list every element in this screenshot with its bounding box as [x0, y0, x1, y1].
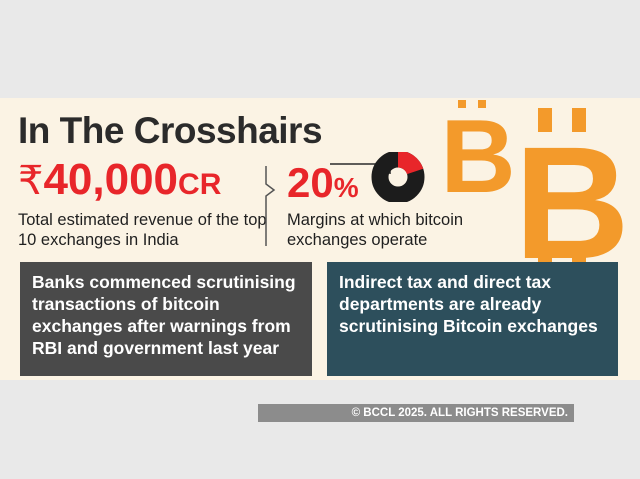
- info-box-tax: Indirect tax and direct tax departments …: [327, 262, 618, 376]
- margin-value: 20: [287, 159, 334, 206]
- infographic: B B In The Crosshairs ₹40,000CR Total es…: [0, 98, 640, 380]
- margin-unit: %: [333, 172, 359, 203]
- margin-figure: 20%: [287, 162, 359, 204]
- bitcoin-large-icon: B: [514, 108, 630, 268]
- info-box-banks: Banks commenced scrutinising transaction…: [20, 262, 312, 376]
- rupee-symbol: ₹: [18, 159, 44, 203]
- svg-text:B: B: [440, 100, 515, 200]
- revenue-description: Total estimated revenue of the top 10 ex…: [18, 211, 267, 249]
- copyright-notice: © BCCL 2025. ALL RIGHTS RESERVED.: [258, 404, 574, 422]
- revenue-figure: ₹40,000CR: [18, 158, 221, 202]
- infographic-title: In The Crosshairs: [18, 110, 323, 151]
- bitcoin-small-icon: B: [440, 100, 516, 200]
- margin-slice: [397, 152, 424, 175]
- donut-chart-icon: [330, 152, 425, 202]
- revenue-value: 40,000: [43, 155, 179, 204]
- svg-text:B: B: [514, 113, 630, 268]
- revenue-unit: CR: [178, 168, 222, 201]
- divider-icon: [265, 166, 276, 246]
- margin-description: Margins at which bitcoin exchanges opera…: [287, 211, 464, 249]
